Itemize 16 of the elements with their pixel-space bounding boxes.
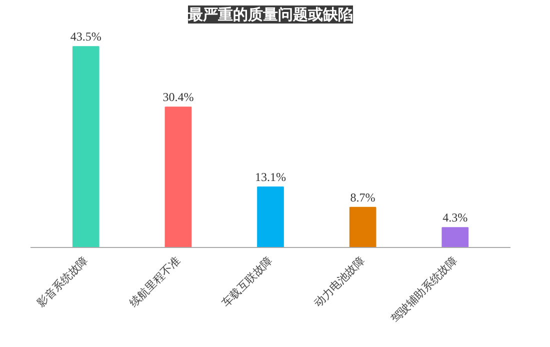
x-tick-label: 车载互联故障 (219, 254, 276, 310)
x-tick-label: 影音系统故障 (34, 254, 90, 310)
x-tick-label: 动力电池故障 (312, 254, 368, 310)
data-label: 30.4% (162, 90, 194, 104)
data-label: 4.3% (442, 210, 468, 225)
x-tick-label: 驾驶辅助系统故障 (388, 254, 460, 326)
bar (72, 46, 100, 248)
bar (164, 106, 192, 248)
data-label: 13.1% (255, 170, 286, 184)
data-label: 8.7% (350, 190, 376, 204)
data-label: 43.5% (70, 30, 102, 44)
chart-title: 最严重的质量问题或缺陷 (187, 6, 353, 24)
bar (442, 227, 469, 248)
x-tick-label: 续航里程不准 (126, 254, 183, 310)
bar (257, 186, 284, 248)
bar (349, 206, 376, 248)
